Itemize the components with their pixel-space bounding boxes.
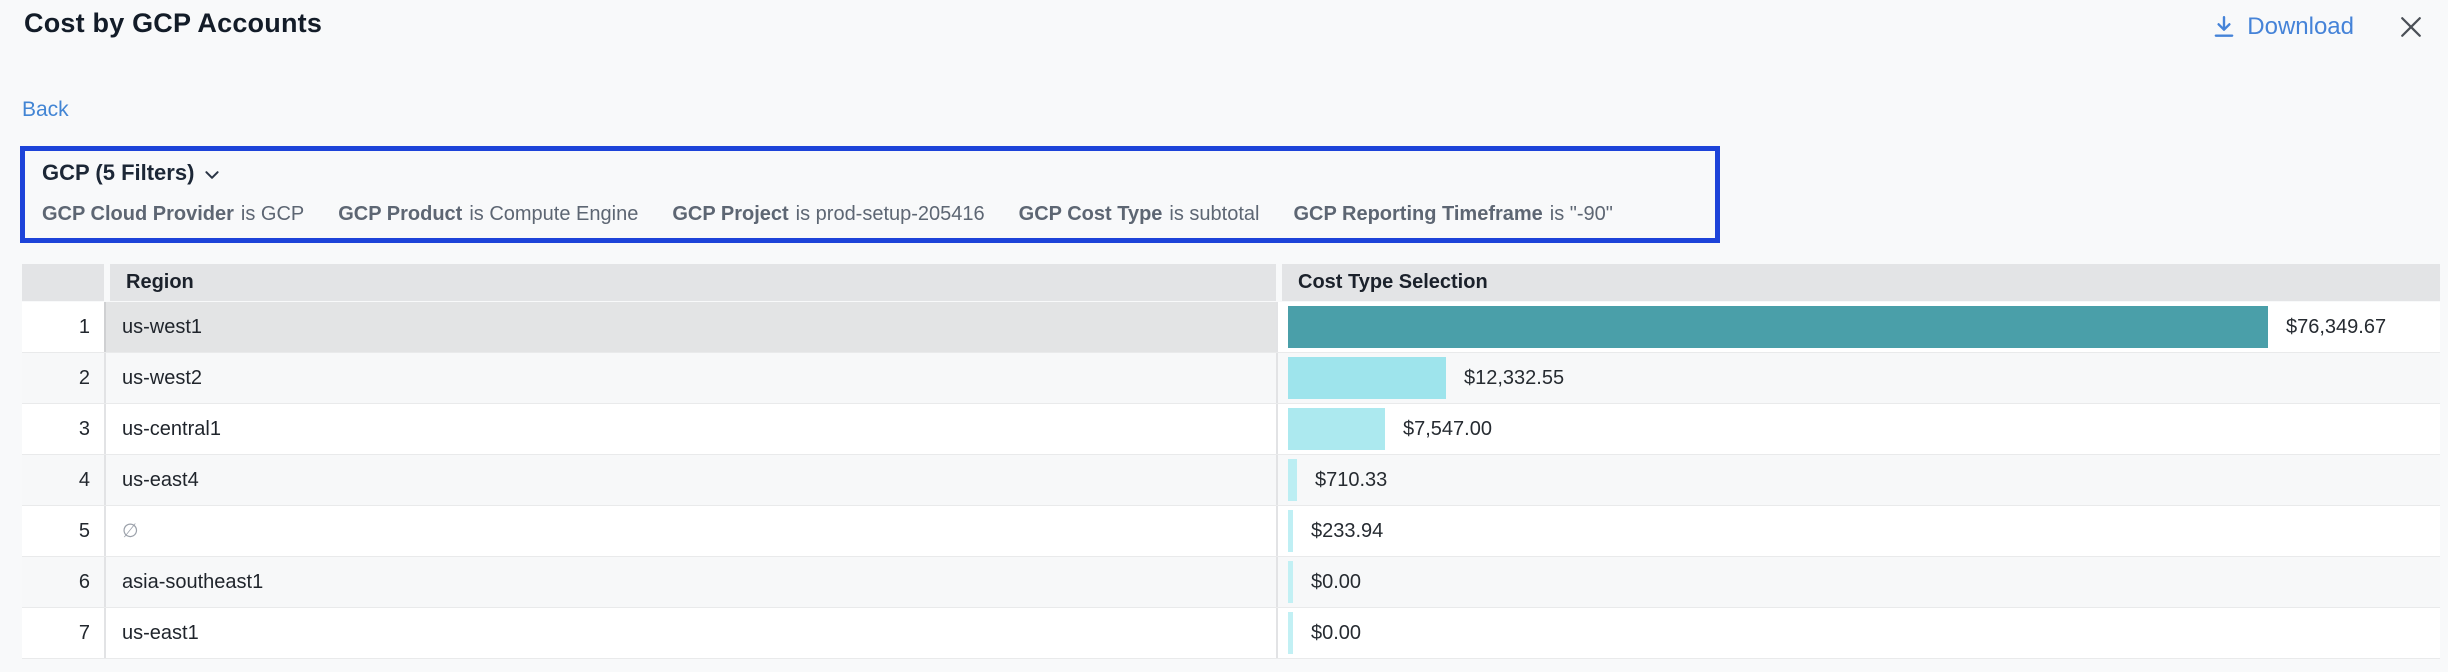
filter-condition: is Compute Engine [469,203,638,225]
region-column-header[interactable]: Region [110,264,1276,301]
download-icon [2211,14,2237,40]
filter-name: GCP Product [338,203,462,225]
filter-chip: GCP Project is prod-setup-205416 [672,203,984,226]
cost-bar [1288,510,1293,552]
download-label: Download [2247,13,2354,41]
filter-chip: GCP Cloud Provider is GCP [42,203,304,226]
cost-value: $0.00 [1311,622,1361,645]
table-row[interactable]: 6 asia-southeast1 $0.00 [22,557,2440,608]
filter-name: GCP Cloud Provider [42,203,234,225]
region-cell[interactable]: asia-southeast1 [104,557,1276,607]
cost-value: $0.00 [1311,571,1361,594]
close-icon [2396,12,2426,42]
filter-summary-dropdown[interactable]: GCP (5 Filters) [42,160,221,186]
table-row[interactable]: 1 us-west1 $76,349.67 [22,302,2440,353]
cost-cell[interactable]: $0.00 [1276,608,2440,658]
cost-cell[interactable]: $76,349.67 [1276,302,2440,352]
filter-summary-label: GCP (5 Filters) [42,160,194,186]
close-button[interactable] [2396,12,2426,42]
filter-chip: GCP Product is Compute Engine [338,203,638,226]
download-button[interactable]: Download [2211,13,2354,41]
filter-condition: is prod-setup-205416 [796,203,985,225]
filter-name: GCP Reporting Timeframe [1293,203,1542,225]
row-number-header [22,264,104,301]
row-number: 6 [22,557,104,607]
row-number: 5 [22,506,104,556]
cost-value: $233.94 [1311,520,1383,543]
region-cell[interactable]: us-east4 [104,455,1276,505]
cost-cell[interactable]: $233.94 [1276,506,2440,556]
table-header: Region Cost Type Selection [22,264,2440,301]
cost-bar [1288,612,1293,654]
filter-chip: GCP Cost Type is subtotal [1019,203,1260,226]
row-number: 4 [22,455,104,505]
table-row[interactable]: 5 ∅ $233.94 [22,506,2440,557]
top-actions: Download [2211,12,2426,42]
cost-bar [1288,306,2268,348]
table-row[interactable]: 2 us-west2 $12,332.55 [22,353,2440,404]
row-number: 2 [22,353,104,403]
table-row[interactable]: 3 us-central1 $7,547.00 [22,404,2440,455]
back-link[interactable]: Back [22,98,69,122]
cost-value: $12,332.55 [1464,367,1564,390]
region-cell[interactable]: us-west2 [104,353,1276,403]
table-body: 1 us-west1 $76,349.67 2 us-west2 $12,332… [22,302,2440,659]
cost-cell[interactable]: $0.00 [1276,557,2440,607]
cost-cell[interactable]: $12,332.55 [1276,353,2440,403]
filter-condition: is GCP [241,203,304,225]
table-row[interactable]: 4 us-east4 $710.33 [22,455,2440,506]
cost-cell[interactable]: $7,547.00 [1276,404,2440,454]
region-cell[interactable]: ∅ [104,506,1276,556]
cost-table: Region Cost Type Selection 1 us-west1 $7… [22,264,2440,659]
filter-condition: is "-90" [1550,203,1613,225]
filter-chip-list: GCP Cloud Provider is GCP GCP Product is C… [42,203,1613,226]
filter-condition: is subtotal [1169,203,1259,225]
filter-name: GCP Project [672,203,788,225]
cost-bar [1288,357,1446,399]
page-title: Cost by GCP Accounts [24,8,322,39]
table-row[interactable]: 7 us-east1 $0.00 [22,608,2440,659]
filter-chip: GCP Reporting Timeframe is "-90" [1293,203,1612,226]
cost-bar [1288,459,1297,501]
filter-panel: GCP (5 Filters) GCP Cloud Provider is GCP… [20,146,1720,243]
cost-bar [1288,408,1385,450]
region-cell[interactable]: us-west1 [104,302,1276,352]
row-number: 7 [22,608,104,658]
region-cell[interactable]: us-east1 [104,608,1276,658]
filter-name: GCP Cost Type [1019,203,1163,225]
cost-column-header[interactable]: Cost Type Selection [1282,264,2440,301]
cost-value: $7,547.00 [1403,418,1492,441]
cost-value: $76,349.67 [2286,316,2386,339]
cost-value: $710.33 [1315,469,1387,492]
row-number: 1 [22,302,104,352]
cost-bar [1288,561,1293,603]
region-cell[interactable]: us-central1 [104,404,1276,454]
chevron-down-icon [203,163,221,184]
row-number: 3 [22,404,104,454]
cost-cell[interactable]: $710.33 [1276,455,2440,505]
